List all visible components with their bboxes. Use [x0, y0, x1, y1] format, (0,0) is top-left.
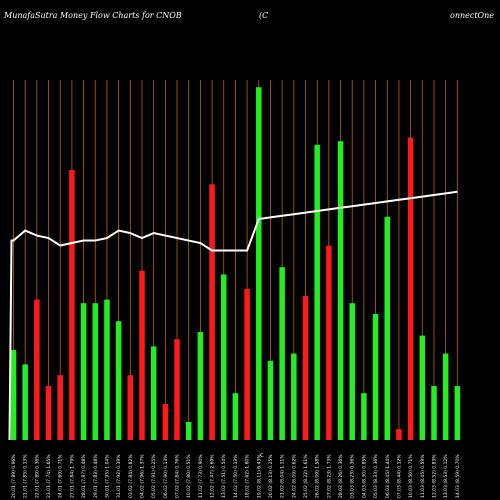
money-flow-bar [232, 393, 239, 440]
x-tick-label: 23.01 (7.74) 1.65% [46, 454, 52, 498]
money-flow-bar [454, 386, 461, 440]
money-flow-bar [244, 288, 250, 440]
money-flow-bar [431, 386, 437, 440]
money-flow-bar [349, 303, 355, 440]
x-tick-label: 05.03 (8.33) 0.36% [373, 454, 379, 498]
money-flow-bar [302, 296, 309, 440]
x-tick-label: 10.03 (8.50) 0.71% [408, 454, 414, 498]
money-flow-bar [104, 299, 110, 440]
x-tick-label: 27.01 (7.84) 1.79% [69, 454, 75, 498]
money-flow-bar [279, 267, 285, 440]
money-flow-bar [92, 303, 99, 440]
money-flow-bar [139, 270, 145, 440]
x-tick-label: 25.02 (8.22) 1.61% [303, 454, 309, 498]
x-tick-label: 03.03 (8.23) 0.36% [350, 454, 356, 498]
money-flow-bar [314, 144, 320, 441]
money-flow-bar [267, 360, 274, 440]
x-tick-label: 13.02 (7.51) 0.54% [221, 454, 227, 498]
money-flow-bar [419, 335, 426, 440]
x-tick-label: 27.02 (8.23) 1.73% [326, 454, 332, 498]
x-tick-label: 21.01 (7.85) 0.13% [23, 454, 29, 498]
x-tick-label: 06.03 (8.45) 1.44% [385, 454, 391, 498]
x-tick-label: 24.02 (8.09) 0.62% [291, 454, 297, 498]
money-flow-bar [22, 364, 28, 440]
x-tick-label: 31.01 (7.92) 0.39% [116, 454, 122, 498]
money-flow-bar [150, 346, 157, 440]
money-flow-bar [127, 375, 134, 440]
x-tick-label: 07.03 (8.44) 0.12% [396, 454, 402, 498]
x-tick-label: 12.02 (7.47) 2.69% [210, 454, 216, 498]
money-flow-bar [57, 375, 63, 440]
money-flow-bar [384, 216, 391, 440]
money-flow-bar [162, 404, 169, 440]
x-tick-label: 05.02 (7.91) 0.25% [151, 454, 157, 498]
x-tick-label: 13.03 (8.53) 0.12% [443, 454, 449, 498]
money-flow-bar [209, 184, 215, 440]
x-tick-label: 30.01 (7.95) 1.04% [104, 454, 110, 498]
money-flow-bar [10, 350, 17, 440]
money-flow-line [8, 190, 458, 441]
money-flow-bar [442, 353, 449, 440]
x-tick-label: 28.01 (7.87) 0.48% [81, 454, 87, 498]
money-flow-bar [256, 87, 262, 440]
x-tick-label: 07.02 (7.84) 0.76% [175, 454, 181, 498]
bars [10, 87, 461, 441]
money-flow-bar [326, 245, 332, 440]
x-tick-label: 18.02 (7.62) 1.60% [245, 454, 251, 498]
x-tick-label: 12.03 (8.52) 0.83% [431, 454, 437, 498]
money-flow-bar [45, 386, 52, 440]
x-tick-label: 22.01 (7.89) 0.36% [34, 454, 40, 498]
x-tick-label: 20.01 (7.89) 0.96% [11, 454, 17, 498]
money-flow-bar [34, 299, 40, 440]
money-flow-bar [174, 339, 180, 440]
money-flow-bar [372, 314, 379, 440]
x-tick-labels: 20.01 (7.89) 0.96% 21.01 (7.85) 0.13% 22.0… [11, 454, 461, 498]
money-flow-bar [197, 332, 204, 440]
x-tick-label: 11.03 (8.45) 0.59% [420, 454, 426, 498]
center-label: C [260, 453, 264, 459]
x-tick-label: 26.02 (8.09) 1.58% [315, 454, 321, 498]
x-tick-label: 04.02 (7.96) 1.37% [139, 454, 145, 498]
chart-title-right: onnectOne [450, 11, 494, 20]
x-tick-label: 10.02 (7.80) 0.51% [186, 454, 192, 498]
money-flow-bar [220, 274, 227, 440]
x-tick-label: 24.01 (7.69) 0.71% [58, 454, 64, 498]
x-tick-label: 29.01 (7.83) 0.48% [93, 454, 99, 498]
chart-title-mid: (C [259, 11, 268, 20]
x-tick-label: 06.02 (7.90) 0.13% [163, 454, 169, 498]
money-flow-bar [361, 393, 367, 440]
x-tick-label: 03.02 (7.84) 0.82% [128, 454, 134, 498]
money-flow-bar [337, 141, 344, 440]
money-flow-bar [185, 422, 192, 440]
x-tick-label: 04.03 (8.30) 0.85% [361, 454, 367, 498]
x-tick-label: 20.02 (8.13) 0.25% [268, 454, 274, 498]
chart-title: MunafaSutra Money Flow Charts for CNOB [3, 11, 182, 20]
x-tick-label: 14.03 (8.59) 0.70% [455, 454, 461, 498]
x-tick-label: 11.02 (7.73) 0.90% [198, 454, 204, 498]
x-tick-label: 19.02 (8.11) 6.43% [256, 454, 262, 498]
x-tick-label: 21.02 (8.04) 1.11% [280, 454, 286, 498]
money-flow-bar [396, 429, 402, 440]
money-flow-bar [115, 321, 122, 440]
money-flow-bar [69, 170, 75, 440]
money-flow-line-path [8, 190, 458, 441]
money-flow-bar [80, 303, 87, 440]
money-flow-bar [291, 353, 297, 440]
x-tick-label: 14.02 (7.50) 0.13% [233, 454, 239, 498]
x-tick-label: 28.02 (8.26) 0.36% [338, 454, 344, 498]
money-flow-bar [407, 137, 414, 440]
